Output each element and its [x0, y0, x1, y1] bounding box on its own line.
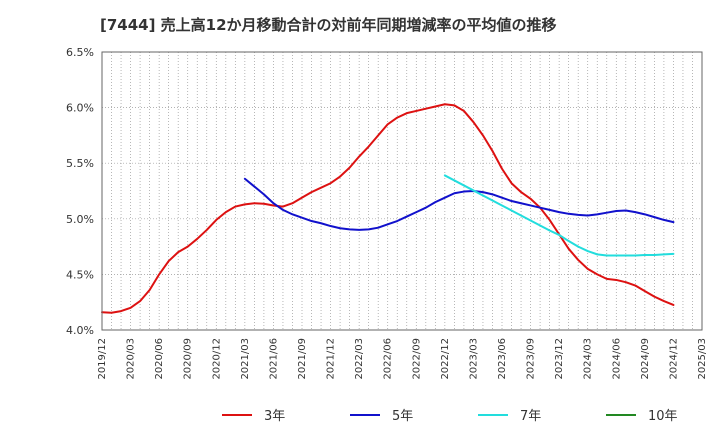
y-tick-label: 6.5%: [66, 46, 94, 59]
x-tick-label: 2022/09: [411, 338, 422, 380]
axis-layer: 4.0% 4.5% 5.0% 5.5% 6.0% 6.5% 2019/12 2020/03 20…: [66, 46, 708, 380]
x-tick-label: 2024/09: [640, 338, 651, 380]
x-tick-label: 2023/12: [554, 338, 565, 380]
x-tick-label: 2020/09: [183, 338, 194, 380]
x-tick-label: 2022/03: [354, 338, 365, 380]
x-tick-label: 2022/06: [383, 338, 394, 380]
x-tick-label: 2024/06: [611, 338, 622, 380]
x-tick-label: 2022/12: [440, 338, 451, 380]
x-tick-label: 2021/09: [297, 338, 308, 380]
chart-title: [7444] 売上高12か月移動合計の対前年同期増減率の平均値の推移: [100, 16, 557, 34]
x-tick-label: 2023/09: [526, 338, 537, 380]
x-tick-label: 2021/12: [326, 338, 337, 380]
x-tick-label: 2024/03: [583, 338, 594, 380]
series-line-2: [443, 174, 675, 257]
y-tick-label: 4.5%: [66, 268, 94, 281]
series-line-1: [243, 177, 675, 231]
x-tick-label: 2019/12: [97, 338, 108, 380]
legend-label-1: 5年: [392, 409, 413, 424]
series-layer: [101, 103, 675, 314]
x-tick-label: 2024/12: [668, 338, 679, 380]
plot-frame: [101, 51, 703, 331]
y-tick-label: 5.0%: [66, 213, 94, 226]
x-tick-label: 2023/03: [468, 338, 479, 380]
x-tick-label: 2020/06: [154, 338, 165, 380]
series-line-0: [101, 103, 675, 314]
x-tick-label: 2020/12: [211, 338, 222, 380]
x-tick-label: 2025/03: [697, 338, 708, 380]
legend-label-0: 3年: [264, 409, 285, 424]
x-tick-label: 2020/03: [126, 338, 137, 380]
x-tick-label: 2021/06: [268, 338, 279, 380]
y-tick-label: 5.5%: [66, 157, 94, 170]
legend-label-2: 7年: [520, 409, 541, 424]
grid-layer: [101, 51, 703, 331]
legend: 3年 5年 7年 10年: [222, 409, 678, 424]
legend-label-3: 10年: [648, 409, 678, 424]
y-tick-label: 4.0%: [66, 324, 94, 337]
x-tick-label: 2021/03: [240, 338, 251, 380]
x-tick-label: 2023/06: [497, 338, 508, 380]
y-tick-label: 6.0%: [66, 102, 94, 115]
